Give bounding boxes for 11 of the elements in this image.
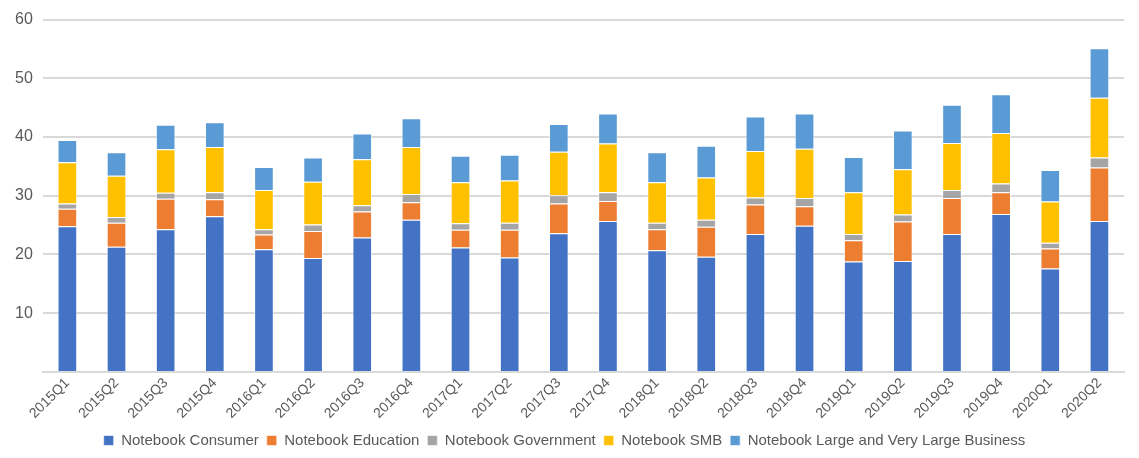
y-tick-label: 60 (15, 10, 33, 28)
y-tick-label: 20 (15, 244, 33, 262)
legend-label: Notebook Large and Very Large Business (747, 430, 1026, 448)
y-tick-label: 10 (15, 303, 33, 321)
y-tick-label: 40 (15, 127, 33, 145)
y-tick-label: 50 (15, 68, 33, 86)
legend-label: Notebook SMB (621, 430, 723, 448)
y-tick-label: 30 (15, 186, 33, 204)
legend-label: Notebook Education (284, 430, 420, 448)
legend-label: Notebook Consumer (121, 430, 259, 448)
legend-label: Notebook Government (444, 430, 597, 448)
